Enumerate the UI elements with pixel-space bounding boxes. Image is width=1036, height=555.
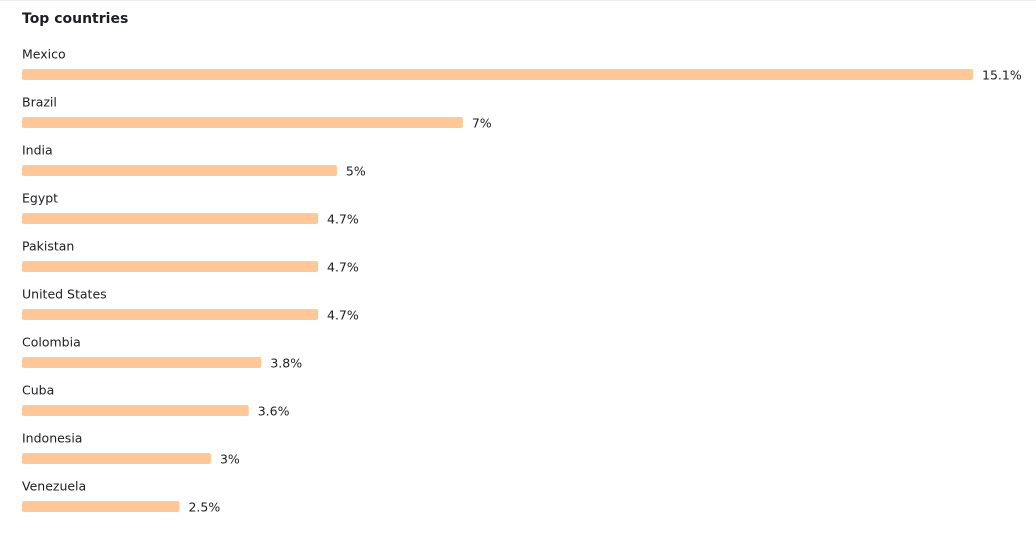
bar: [22, 453, 211, 464]
category-label: India: [22, 143, 53, 158]
category-label: Mexico: [22, 47, 66, 62]
value-label: 4.7%: [327, 308, 359, 323]
category-label: Cuba: [22, 383, 54, 398]
value-label: 7%: [472, 116, 492, 131]
category-label: Colombia: [22, 335, 81, 350]
bar: [22, 309, 319, 320]
category-label: Brazil: [22, 95, 57, 110]
bar: [22, 501, 180, 512]
category-label: Pakistan: [22, 239, 74, 254]
chart-title: Top countries: [22, 11, 128, 27]
value-label: 3.8%: [270, 356, 302, 371]
value-label: 5%: [346, 164, 366, 179]
value-label: 4.7%: [327, 260, 359, 275]
bar: [22, 117, 463, 128]
category-label: Egypt: [22, 191, 58, 206]
bar: [22, 213, 319, 224]
bar: [22, 165, 337, 176]
category-label: United States: [22, 287, 107, 302]
bar: [22, 405, 249, 416]
bar: [22, 261, 319, 272]
value-label: 15.1%: [982, 68, 1022, 83]
bar: [22, 69, 973, 80]
value-label: 2.5%: [188, 500, 220, 515]
category-label: Venezuela: [22, 479, 86, 494]
value-label: 3.6%: [258, 404, 290, 419]
value-label: 3%: [220, 452, 240, 467]
category-label: Indonesia: [22, 431, 82, 446]
bar: [22, 357, 262, 368]
value-label: 4.7%: [327, 212, 359, 227]
